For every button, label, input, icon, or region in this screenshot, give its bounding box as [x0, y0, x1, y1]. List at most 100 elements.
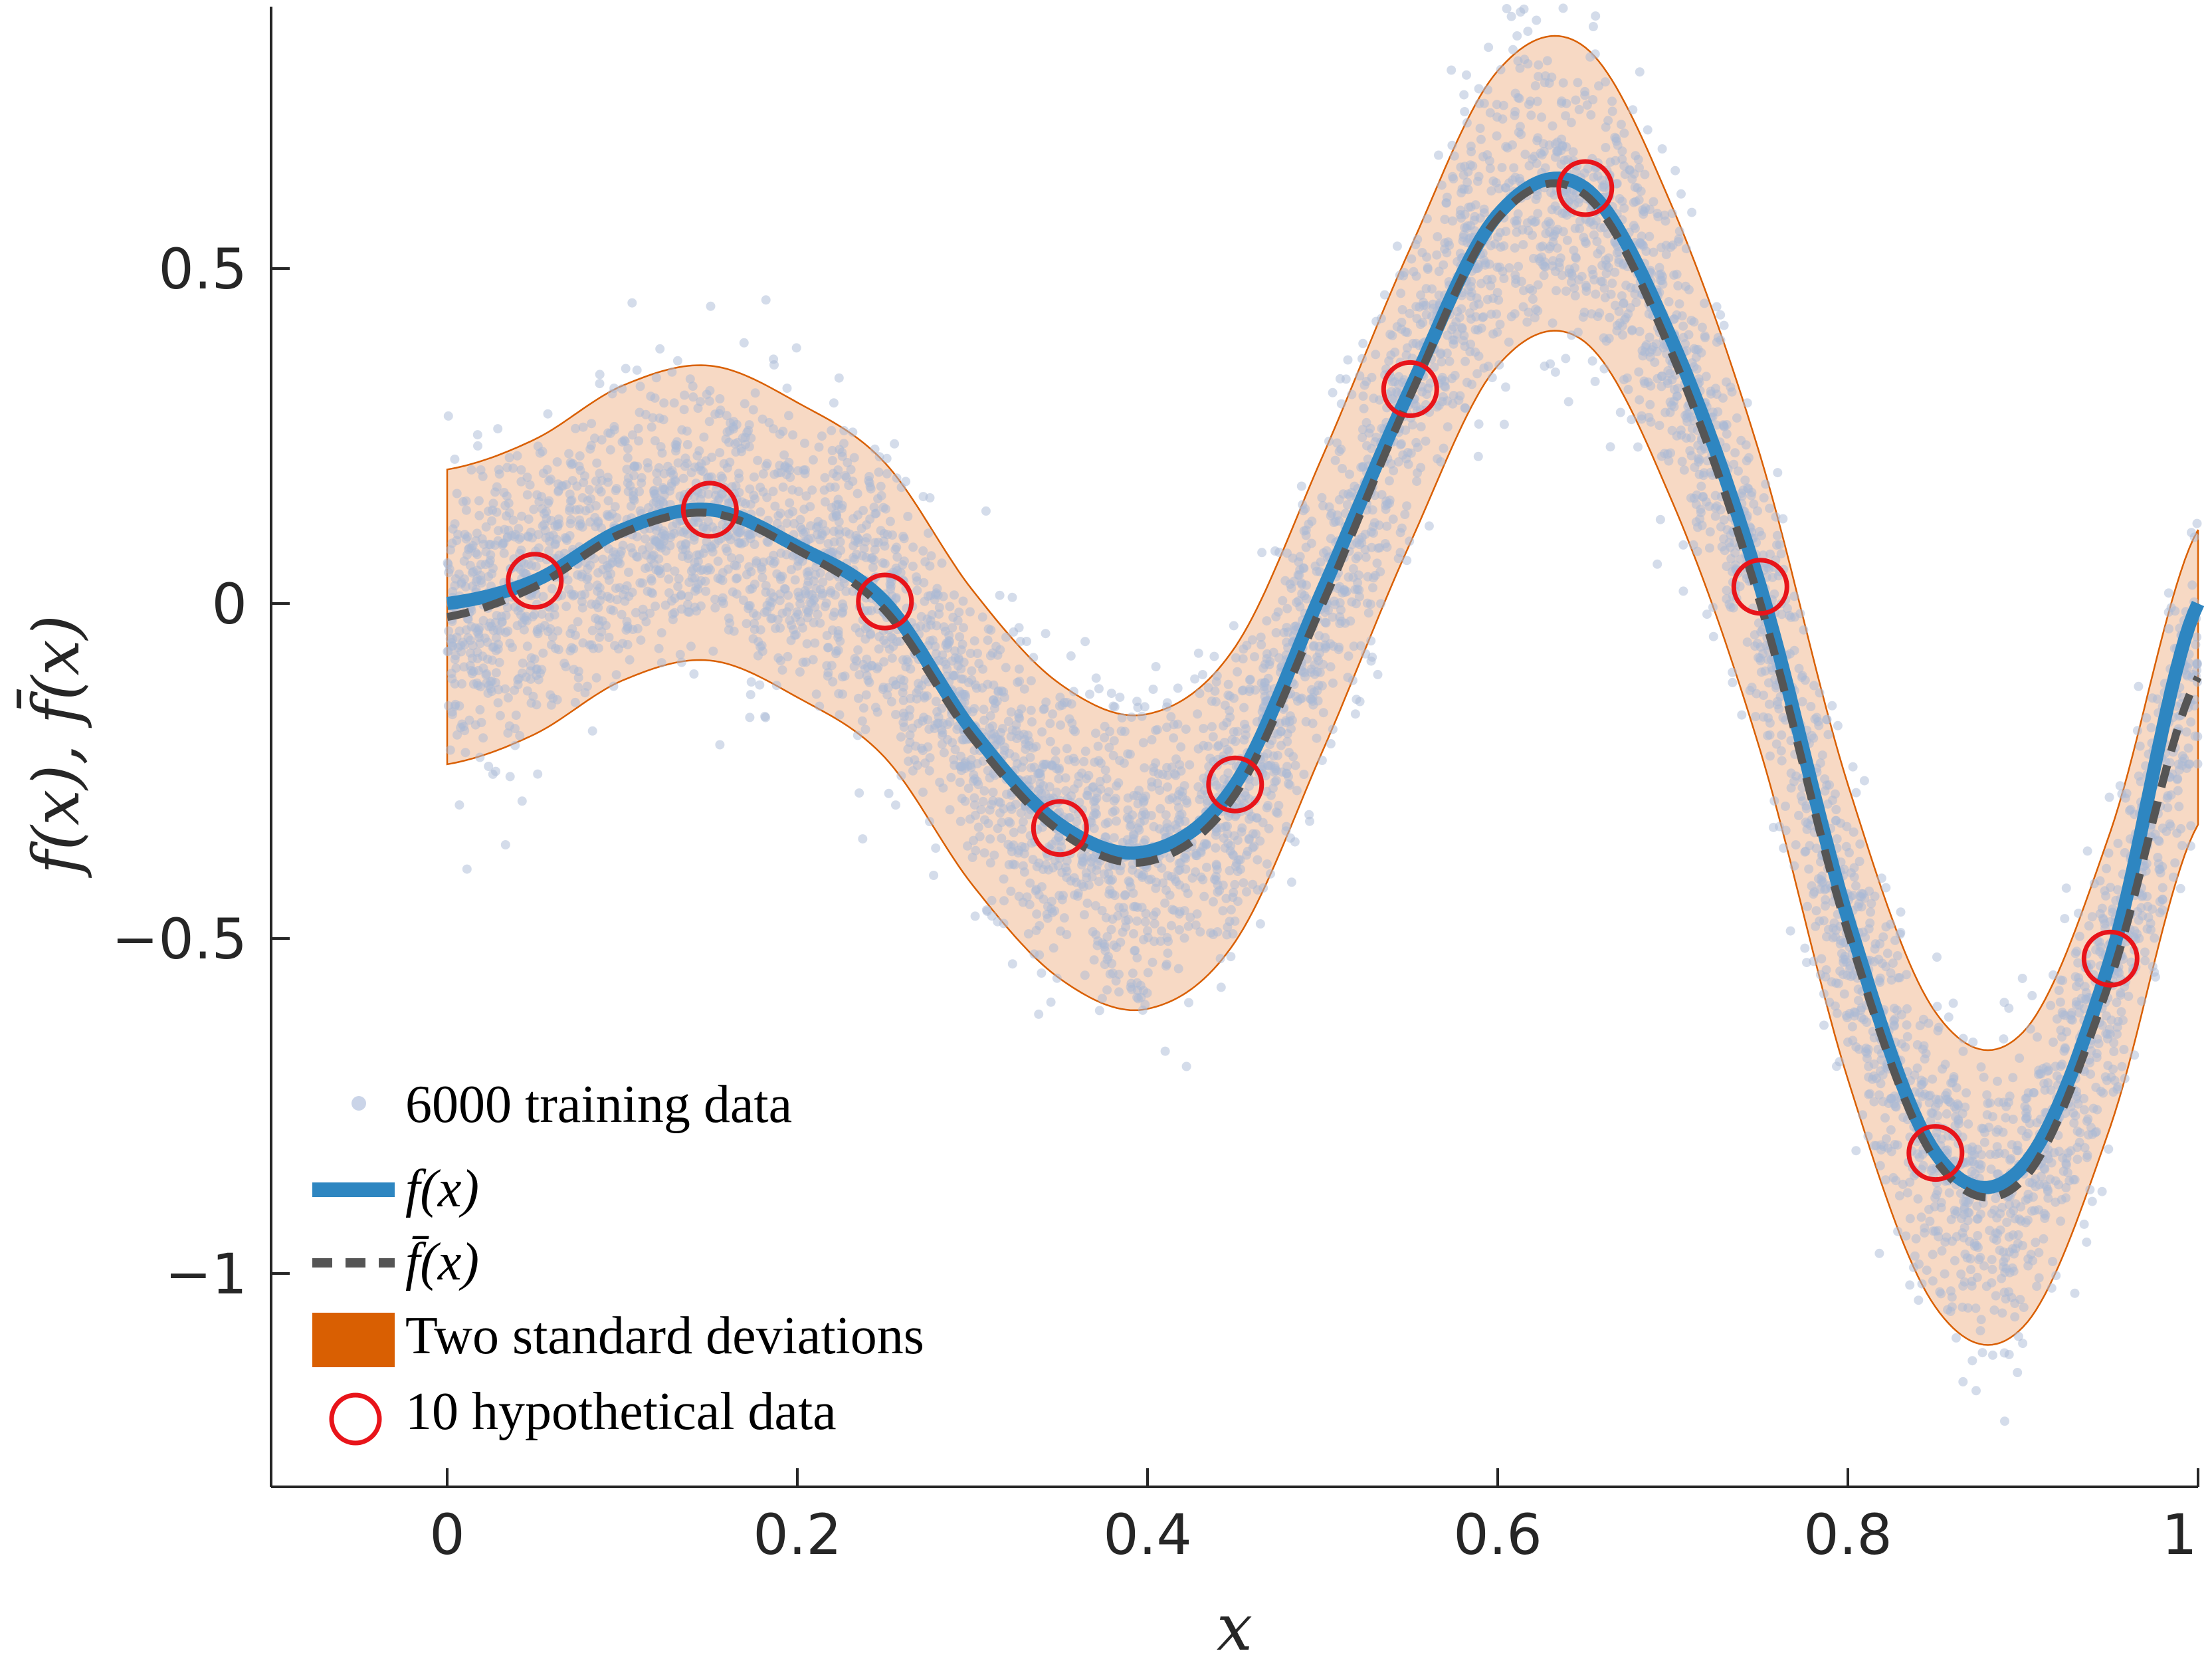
training-point [1495, 228, 1505, 238]
training-point [1781, 802, 1790, 811]
training-point [1290, 760, 1300, 770]
training-point [461, 505, 471, 515]
training-point [2082, 1237, 2092, 1247]
training-point [664, 588, 674, 598]
training-point [2046, 1000, 2056, 1010]
training-point [1171, 754, 1181, 764]
training-point [1365, 600, 1375, 609]
training-point [1526, 110, 1536, 120]
training-point [1562, 235, 1572, 245]
training-point [1827, 701, 1837, 711]
training-point [1512, 31, 1522, 41]
training-point [1109, 833, 1119, 843]
training-point [646, 391, 656, 401]
training-point [753, 651, 763, 661]
training-point [617, 384, 627, 394]
training-point [775, 623, 785, 633]
training-point [1163, 948, 1173, 958]
training-point [2069, 1118, 2079, 1128]
training-point [1640, 169, 1650, 179]
training-point [1605, 442, 1615, 452]
training-point [1661, 241, 1671, 251]
training-point [882, 469, 892, 479]
training-point [708, 646, 718, 656]
training-point [855, 788, 864, 798]
training-point [844, 481, 854, 491]
training-point [1112, 816, 1121, 826]
training-point [2186, 841, 2195, 851]
training-point [881, 639, 891, 649]
training-point [908, 542, 918, 552]
training-point [2048, 1257, 2058, 1266]
training-point [692, 606, 702, 616]
training-point [666, 467, 676, 477]
training-point [1363, 572, 1373, 582]
training-point [1515, 173, 1524, 183]
training-point [628, 625, 638, 635]
training-point [1262, 616, 1272, 626]
training-point [503, 728, 513, 738]
training-point [1462, 70, 1471, 80]
training-point [609, 606, 618, 615]
training-point [671, 446, 680, 456]
training-point [732, 573, 742, 583]
training-point [1886, 919, 1896, 929]
training-point [580, 471, 589, 481]
training-point [1175, 786, 1185, 796]
training-point [1037, 968, 1047, 978]
training-point [1804, 864, 1814, 874]
training-point [1026, 705, 1036, 715]
training-point [1732, 413, 1742, 423]
training-point [1986, 1164, 1996, 1174]
training-point [1502, 4, 1512, 13]
training-point [860, 724, 870, 734]
training-point [1694, 455, 1704, 465]
training-point [1231, 653, 1241, 663]
training-point [1999, 1257, 2009, 1267]
training-point [760, 711, 770, 721]
training-point [1712, 302, 1722, 312]
training-point [1696, 481, 1706, 491]
training-point [1573, 197, 1583, 207]
training-point [465, 661, 475, 671]
training-point [1661, 249, 1671, 259]
training-point [1076, 879, 1086, 889]
training-point [2027, 1206, 2037, 1216]
training-point [1317, 493, 1327, 502]
training-point [827, 445, 837, 455]
training-point [1987, 1278, 1997, 1288]
training-point [1227, 734, 1237, 744]
training-point [2039, 1234, 2049, 1244]
training-point [1533, 306, 1543, 316]
training-point [898, 532, 908, 541]
training-point [701, 586, 711, 596]
training-point [1487, 373, 1497, 383]
training-point [1657, 382, 1666, 391]
training-point [1902, 1020, 1912, 1030]
training-point [1345, 469, 1354, 479]
training-point [493, 698, 503, 708]
training-point [1211, 843, 1221, 853]
training-point [1916, 1212, 1926, 1222]
training-point [688, 382, 698, 391]
training-point [867, 553, 877, 562]
training-point [2008, 1073, 2018, 1083]
training-point [1402, 556, 1412, 566]
training-point [1749, 499, 1759, 509]
training-point [1085, 689, 1094, 699]
training-point [1552, 243, 1562, 253]
training-point [1032, 909, 1042, 919]
training-point [641, 534, 651, 544]
training-point [1791, 840, 1801, 850]
training-point [1487, 275, 1497, 284]
training-point [1148, 685, 1158, 694]
training-point [769, 469, 779, 479]
training-point [762, 459, 772, 469]
training-point [443, 646, 453, 656]
training-point [447, 710, 457, 720]
training-point [474, 510, 484, 520]
training-point [578, 422, 588, 432]
training-point [1710, 491, 1720, 500]
training-point [995, 590, 1005, 600]
training-point [1510, 88, 1520, 98]
